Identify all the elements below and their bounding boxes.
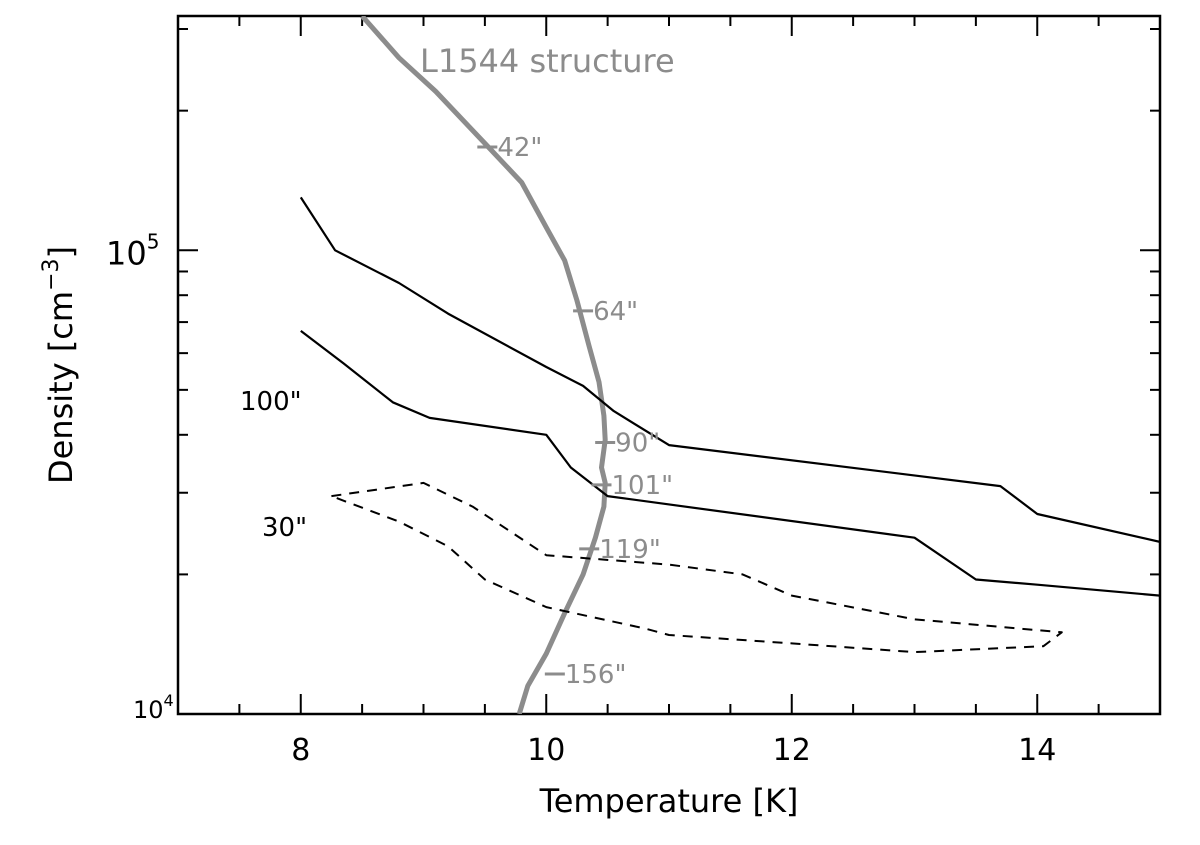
contour-30-line [331, 481, 1063, 654]
radius-label: 119" [599, 535, 661, 565]
contour-100-line-2 [300, 330, 1160, 597]
radius-label: 42" [497, 133, 542, 163]
y-tick-base: 10 [106, 234, 147, 272]
y-tick-label: 105 [106, 229, 159, 272]
contour-100-line-1 [299, 196, 1160, 543]
contour-label-100: 100" [240, 387, 302, 417]
y-axis-title-close: ] [42, 246, 80, 258]
plot-frame [176, 14, 1162, 716]
x-tick-label: 8 [291, 733, 310, 768]
radius-label: 90" [615, 428, 660, 458]
y-tick-label: 104 [133, 691, 174, 724]
y-tick-base: 10 [133, 696, 164, 724]
radius-label: 101" [611, 471, 673, 501]
x-tick-label: 12 [773, 733, 811, 768]
radius-label: 156" [565, 660, 627, 690]
contour-label-30: 30" [262, 513, 307, 543]
y-tick-exponent: 4 [164, 691, 174, 710]
y-tick-exponent: 5 [147, 229, 160, 253]
radius-label: 64" [593, 297, 638, 327]
y-axis-title-main: Density [cm [42, 291, 80, 484]
plot-border [176, 14, 1162, 716]
x-axis-title: Temperature [K] [539, 782, 799, 820]
x-tick-label: 14 [1018, 733, 1056, 768]
structure-line [360, 16, 608, 714]
y-axis-title-exponent: −3 [39, 258, 64, 290]
y-axis-title: Density [cm−3] [39, 246, 80, 484]
chart-title: L1544 structure [420, 42, 675, 80]
series-group [299, 16, 1160, 714]
tick-marks [177, 16, 1161, 715]
x-tick-label: 10 [527, 733, 565, 768]
